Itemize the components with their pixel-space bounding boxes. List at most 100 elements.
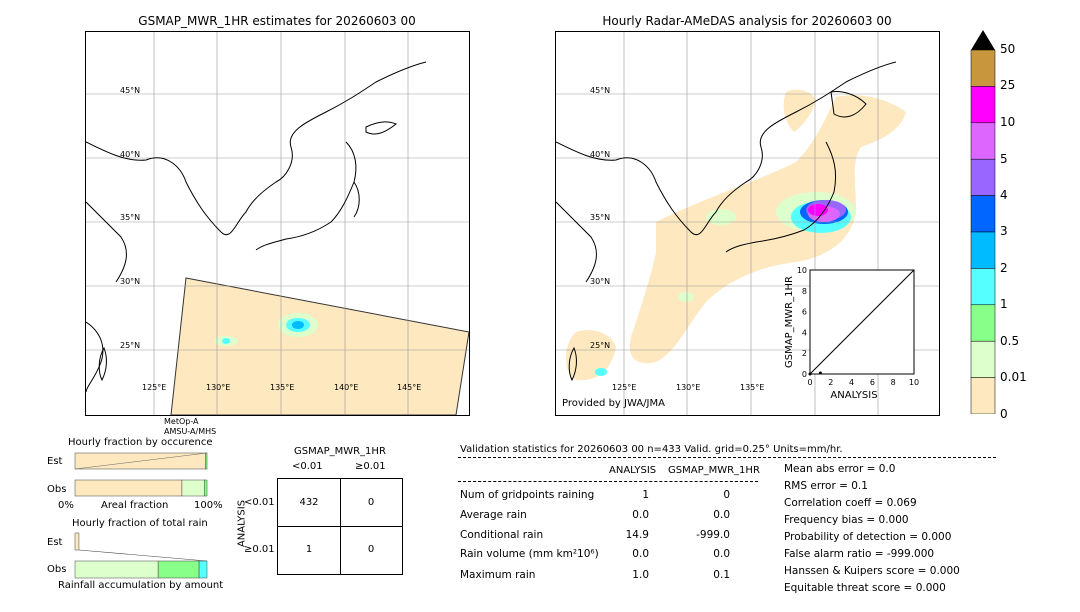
validation-header: Validation statistics for 20260603 00 n=…: [460, 444, 843, 455]
lat-label: 30°N: [590, 277, 611, 286]
lat-label: 40°N: [590, 150, 611, 159]
lon-label: 130°E: [676, 383, 701, 392]
contingency-row-header: ≥0.01: [244, 544, 275, 555]
colorbar-top-arrow: [971, 30, 995, 50]
score-line: False alarm ratio = -999.000: [784, 548, 935, 560]
rain-blob: [292, 321, 304, 329]
occurrence-connector: [74, 452, 208, 470]
axis-left-label: 0%: [58, 500, 74, 511]
colorbar-segment: [970, 268, 996, 306]
lat-label: 40°N: [120, 150, 141, 159]
colorbar-segment: [970, 377, 996, 415]
occurrence-bars: [74, 452, 208, 497]
occurrence-bar-segment: [181, 479, 205, 497]
lon-label: 135°E: [270, 383, 295, 392]
lon-label: 140°E: [334, 383, 359, 392]
rain-bar-segment: [74, 560, 159, 579]
contingency-cell: 0: [367, 544, 375, 555]
axis-mid-label: Areal fraction: [101, 500, 169, 511]
coastline-korea-china: [556, 61, 897, 283]
scatter-x-tick: 4: [849, 378, 854, 387]
contingency-cell: 432: [299, 497, 319, 508]
lon-label: 125°E: [612, 383, 637, 392]
colorbar-label: 5: [1000, 152, 1008, 166]
stats-gsmap-value: 0.0: [713, 509, 730, 521]
row-label-est: Est: [47, 456, 63, 467]
rain-bar-segment: [74, 532, 80, 551]
stats-analysis-value: 0.0: [632, 548, 649, 560]
scatter-y-tick: 2: [802, 349, 807, 358]
scatter-x-tick: 8: [891, 378, 896, 387]
colorbar-label: 50: [1000, 42, 1016, 56]
stats-analysis-value: 14.9: [625, 529, 649, 541]
row-label-obs: Obs: [47, 484, 67, 495]
colorbar-label: 2: [1000, 261, 1008, 275]
scatter-point: [818, 371, 822, 375]
scatter-x-label: ANALYSIS: [830, 390, 877, 401]
occurrence-bar-segment: [204, 479, 208, 497]
coastline-korea-china: [86, 61, 427, 393]
colorbar-segment: [970, 86, 996, 124]
colorbar-segment: [970, 158, 996, 196]
lat-label: 45°N: [590, 86, 611, 95]
lat-label: 35°N: [120, 213, 141, 222]
satellite-swath: [170, 277, 469, 415]
col-header-gsmap: GSMAP_MWR_1HR: [668, 465, 760, 476]
scatter-y-label: GSMAP_MWR_1HR: [784, 276, 795, 368]
occurrence-bar-segment: [74, 479, 183, 497]
lon-label: 125°E: [142, 383, 167, 392]
occurrence-bar-segment: [205, 452, 208, 470]
accumulation-label: Rainfall accumulation by amount: [58, 580, 224, 591]
lat-label: 25°N: [590, 341, 611, 350]
stats-gsmap-value: 0.0: [713, 548, 730, 560]
coastline-hokkaido: [365, 121, 397, 135]
contingency-row-header: <0.01: [244, 497, 275, 508]
lat-label: 35°N: [590, 213, 611, 222]
score-line: Correlation coeff = 0.069: [784, 497, 917, 509]
sensor-label: MetOp-A: [164, 417, 199, 426]
colorbar-svg: [970, 30, 996, 415]
stats-gsmap-value: 0.1: [713, 569, 730, 581]
scatter-inset: 0 0 2 2 4 4 6 6 8 8 10 10 ANALYSIS GSMAP_MWR_1HR: [780, 262, 920, 402]
score-line: Hanssen & Kuipers score = 0.000: [784, 565, 960, 577]
contingency-cell: 0: [367, 497, 375, 508]
scatter-x-tick: 6: [870, 378, 875, 387]
colorbar-segment: [970, 340, 996, 378]
score-line: Frequency bias = 0.000: [784, 514, 909, 526]
axis-right-label: 100%: [194, 500, 223, 511]
score-line: Probability of detection = 0.000: [784, 531, 952, 543]
scatter-point: [808, 372, 812, 376]
stats-row-label: Average rain: [460, 509, 527, 521]
stats-row-label: Conditional rain: [460, 529, 544, 541]
stats-row-label: Num of gridpoints raining: [460, 489, 595, 501]
rain-blob: [222, 338, 230, 344]
stats-analysis-value: 1: [642, 489, 649, 501]
stats-gsmap-value: -999.0: [696, 529, 730, 541]
stats-row-label: Rain volume (mm km²10⁶): [460, 548, 599, 560]
contingency-col-header: <0.01: [292, 461, 323, 472]
score-line: RMS error = 0.1: [784, 480, 868, 492]
colorbar-label: 10: [1000, 115, 1016, 129]
radar-coverage: [565, 89, 906, 381]
colorbar-label: 0: [1000, 407, 1008, 421]
score-line: Equitable threat score = 0.000: [784, 582, 946, 594]
colorbar-segment: [970, 122, 996, 160]
scatter-y-tick: 4: [802, 328, 807, 337]
scatter-x-tick: 0: [807, 378, 812, 387]
stats-gsmap-value: 0: [723, 489, 730, 501]
scatter-y-tick: 6: [802, 308, 807, 317]
coastline-japan: [255, 141, 360, 251]
score-line: Mean abs error = 0.0: [784, 463, 896, 475]
colorbar-label: 25: [1000, 78, 1016, 92]
left-map: 45°N 40°N 35°N 30°N 25°N 125°E 130°E 135…: [85, 31, 470, 416]
colorbar-segment: [970, 304, 996, 342]
scatter-x-tick: 2: [828, 378, 833, 387]
coastline-taiwan: [98, 346, 107, 382]
colorbar-label: 1: [1000, 297, 1008, 311]
validation-header-rule: [458, 457, 996, 458]
lon-label: 130°E: [206, 383, 231, 392]
scatter-y-tick: 10: [797, 266, 807, 275]
coastline-taiwan: [568, 346, 577, 382]
scatter-diagonal: [809, 269, 915, 375]
rain-connector: [78, 549, 208, 562]
